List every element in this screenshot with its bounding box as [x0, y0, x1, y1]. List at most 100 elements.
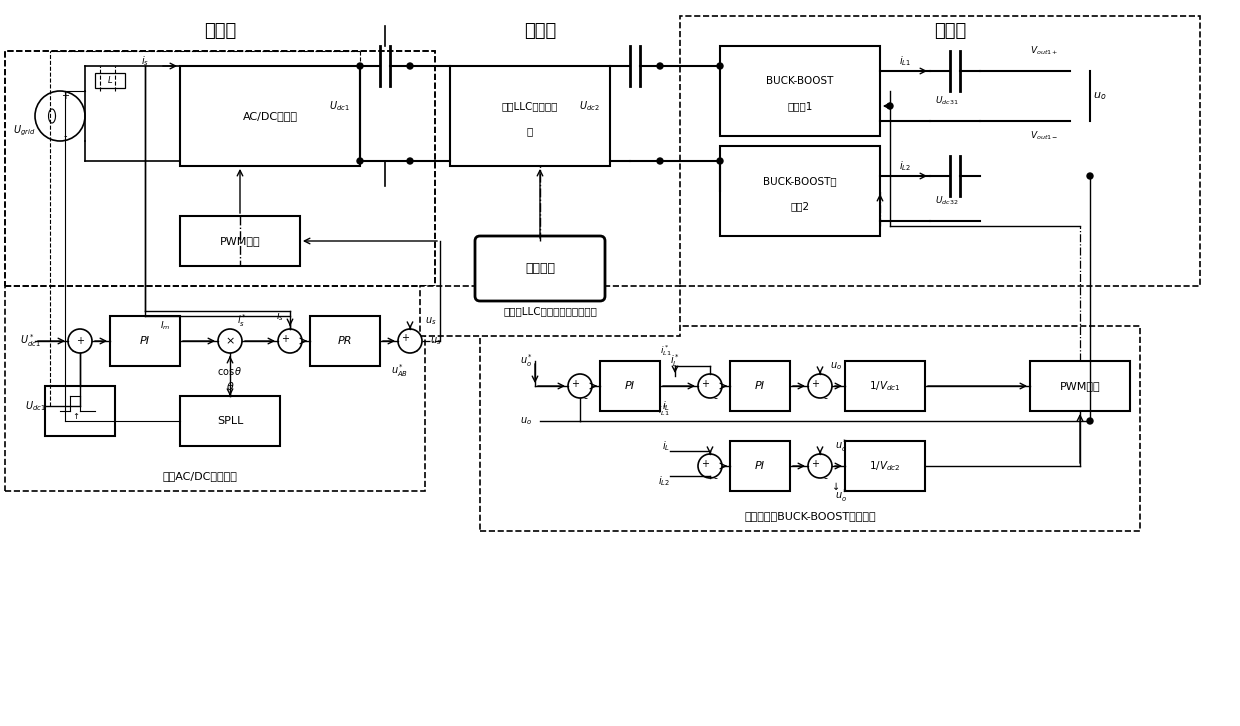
Circle shape	[407, 63, 413, 69]
Bar	[95, 73, 125, 88]
Text: +: +	[401, 333, 409, 343]
Text: $i_s$: $i_s$	[141, 54, 149, 68]
Bar	[5, 281, 425, 491]
Text: $\theta$: $\theta$	[226, 380, 234, 392]
Text: SPLL: SPLL	[217, 416, 243, 426]
Circle shape	[1087, 173, 1092, 179]
Circle shape	[717, 63, 723, 69]
Bar	[844, 441, 925, 491]
Text: -: -	[293, 346, 298, 356]
Bar	[730, 441, 790, 491]
Circle shape	[657, 63, 663, 69]
Text: $u_{AB}^*$: $u_{AB}^*$	[392, 362, 408, 380]
Bar	[844, 361, 925, 411]
Text: -: -	[71, 346, 74, 356]
Text: +: +	[701, 379, 709, 389]
Bar	[480, 326, 1140, 531]
Text: 换器2: 换器2	[790, 201, 810, 211]
Circle shape	[808, 374, 832, 398]
Bar	[180, 66, 360, 166]
Bar	[720, 46, 880, 136]
Circle shape	[698, 374, 722, 398]
Text: L: L	[108, 76, 113, 85]
Circle shape	[357, 63, 363, 69]
Circle shape	[68, 329, 92, 353]
Text: $U_{dc2}$: $U_{dc2}$	[579, 99, 600, 113]
Text: $i_{L1}$: $i_{L1}$	[899, 54, 911, 68]
Bar	[180, 216, 300, 266]
Text: $U_{dc1}$: $U_{dc1}$	[25, 399, 46, 413]
Text: $V_{out1-}$: $V_{out1-}$	[1030, 130, 1058, 142]
Text: -: -	[713, 473, 717, 483]
Text: 部分二: 部分二	[523, 22, 556, 40]
Text: $U_{dc1}^*$: $U_{dc1}^*$	[20, 333, 41, 349]
Bar	[450, 66, 610, 166]
Text: $1/V_{dc1}$: $1/V_{dc1}$	[869, 379, 901, 393]
Bar	[110, 316, 180, 366]
Text: $i_{L2}$: $i_{L2}$	[899, 159, 911, 173]
Text: $u_o^*$: $u_o^*$	[835, 438, 848, 454]
Text: $u_s$: $u_s$	[425, 315, 436, 327]
Circle shape	[808, 454, 832, 478]
Bar	[730, 361, 790, 411]
Text: $i_s$: $i_s$	[277, 309, 284, 323]
Circle shape	[357, 158, 363, 164]
Text: 后级交错式BUCK-BOOST控制策略: 后级交错式BUCK-BOOST控制策略	[744, 511, 875, 521]
Text: PI: PI	[140, 336, 150, 346]
Text: $i_{L1}^*$: $i_{L1}^*$	[658, 404, 670, 418]
Text: $u_o^*$: $u_o^*$	[835, 488, 848, 505]
Text: 部分三: 部分三	[934, 22, 966, 40]
Text: $U_{grid}$: $U_{grid}$	[12, 124, 35, 138]
Text: $V_{out1+}$: $V_{out1+}$	[1030, 45, 1058, 57]
Text: +: +	[811, 459, 818, 469]
Text: $u_o$: $u_o$	[1094, 90, 1107, 102]
Text: -: -	[823, 393, 827, 403]
Text: PWM调制: PWM调制	[1060, 381, 1100, 391]
Text: +: +	[61, 91, 69, 101]
Text: BUCK-BOOST: BUCK-BOOST	[766, 76, 833, 86]
Text: $U_{dc31}$: $U_{dc31}$	[935, 95, 959, 107]
Text: PR: PR	[337, 336, 352, 346]
Bar	[5, 51, 435, 286]
Text: $u_o$: $u_o$	[520, 415, 532, 427]
Text: 中间级LLC谐振变换器控制策略: 中间级LLC谐振变换器控制策略	[503, 306, 596, 316]
Text: $\uparrow$: $\uparrow$	[71, 411, 79, 421]
Circle shape	[278, 329, 303, 353]
Circle shape	[218, 329, 242, 353]
Circle shape	[1087, 418, 1092, 424]
Text: AC/DC变换器: AC/DC变换器	[243, 111, 298, 121]
Text: -: -	[413, 346, 417, 356]
Text: +: +	[76, 336, 84, 346]
Text: -: -	[583, 393, 587, 403]
Text: $i_{L1}^*$: $i_{L1}^*$	[660, 343, 672, 359]
Bar	[5, 51, 435, 286]
FancyBboxPatch shape	[475, 236, 605, 301]
Bar	[45, 386, 115, 436]
Text: PI: PI	[625, 381, 635, 391]
Bar	[1030, 361, 1130, 411]
Text: 器: 器	[527, 126, 533, 136]
Text: $u_o$: $u_o$	[830, 360, 842, 372]
Text: 变换器1: 变换器1	[787, 101, 812, 111]
Circle shape	[398, 329, 422, 353]
Text: +: +	[281, 334, 289, 344]
Circle shape	[717, 158, 723, 164]
Text: $U_{dc1}$: $U_{dc1}$	[329, 99, 350, 113]
Text: $\downarrow$: $\downarrow$	[830, 481, 839, 492]
Text: 部分一: 部分一	[203, 22, 236, 40]
Bar	[310, 316, 379, 366]
Bar	[680, 16, 1200, 286]
Bar	[180, 396, 280, 446]
Text: $u_s$: $u_s$	[430, 335, 441, 347]
Text: $U_{dc32}$: $U_{dc32}$	[935, 195, 959, 207]
Text: -: -	[713, 393, 717, 403]
Text: PI: PI	[755, 461, 765, 471]
Text: $i_s^*$: $i_s^*$	[237, 313, 247, 330]
Circle shape	[35, 91, 86, 141]
Bar	[420, 286, 680, 336]
Text: $u_o^*$: $u_o^*$	[520, 353, 533, 370]
Text: $\cos\theta$: $\cos\theta$	[217, 365, 243, 377]
Text: PI: PI	[755, 381, 765, 391]
Text: $1/V_{dc2}$: $1/V_{dc2}$	[869, 459, 900, 473]
Bar	[720, 146, 880, 236]
